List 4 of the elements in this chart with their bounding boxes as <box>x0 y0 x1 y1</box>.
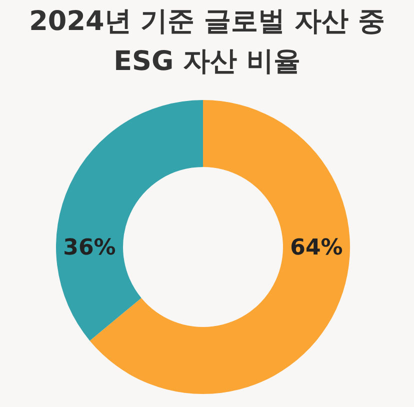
chart-title: 2024년 기준 글로벌 자산 중 ESG 자산 비율 <box>29 6 385 77</box>
data-label: 64% <box>290 236 343 261</box>
data-label: 36% <box>63 236 116 261</box>
donut-slice <box>56 100 203 341</box>
